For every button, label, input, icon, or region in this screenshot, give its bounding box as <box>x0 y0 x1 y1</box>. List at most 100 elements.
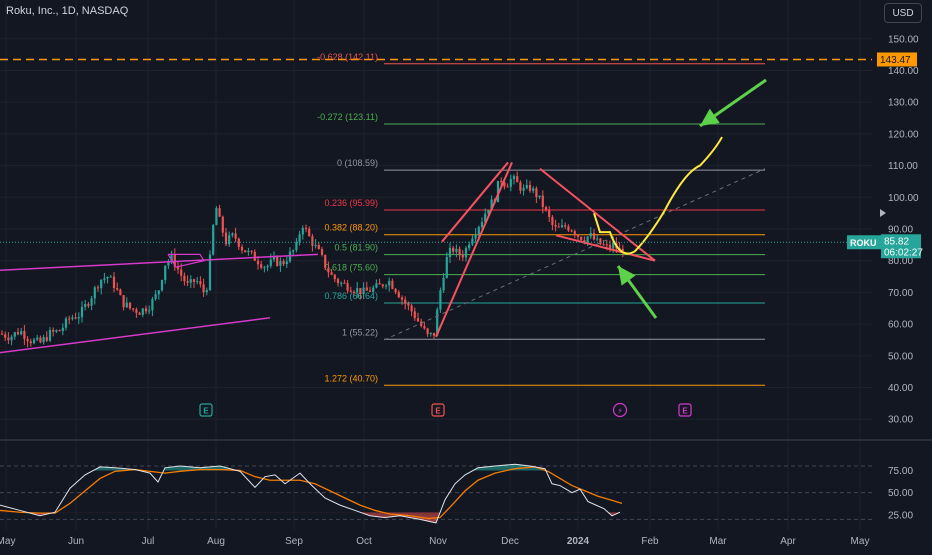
candle-body <box>538 195 541 198</box>
candle-body <box>432 332 436 336</box>
price-tick-label: 30.00 <box>888 415 913 426</box>
candle-body <box>276 256 279 266</box>
time-tick-label: Jun <box>68 536 84 547</box>
candle-body <box>272 256 276 260</box>
candle-body <box>503 182 506 187</box>
candle-body <box>282 261 285 265</box>
alert-price-tag <box>877 52 917 67</box>
candle-body <box>167 261 170 266</box>
candle-body <box>352 291 356 293</box>
candle-body <box>106 277 109 279</box>
stochastic-pane: 75.00 50.00 25.00 <box>0 463 913 524</box>
candle-body <box>528 185 532 191</box>
time-tick-label: Feb <box>641 536 659 547</box>
candle-body <box>186 281 189 283</box>
projection-curve <box>593 136 723 255</box>
candle-body <box>516 176 519 183</box>
candle-body <box>557 226 560 228</box>
candle-body <box>269 259 272 266</box>
candle-body <box>45 337 48 341</box>
fib-label: 0 (108.59) <box>337 158 378 168</box>
candle-body <box>231 233 234 236</box>
fib-label: 1 (55.22) <box>342 327 378 337</box>
time-tick-label: May <box>0 536 15 547</box>
flagpole-line <box>435 162 513 338</box>
candle-body <box>16 332 20 335</box>
candles <box>0 171 624 348</box>
candle-body <box>487 209 490 214</box>
price-tick-label: 90.00 <box>888 225 913 236</box>
candle-body <box>519 182 522 191</box>
candle-body <box>183 275 186 282</box>
candle-body <box>221 216 224 233</box>
earnings-marker <box>431 403 445 417</box>
lower-trendline <box>0 317 271 354</box>
candle-body <box>381 284 384 287</box>
candle-body <box>20 331 23 335</box>
candle-body <box>234 233 237 239</box>
pattern-box <box>167 253 205 268</box>
candle-body <box>77 317 80 319</box>
candle-body <box>375 283 378 288</box>
candle-body <box>96 287 100 289</box>
candle-body <box>135 309 138 313</box>
candle-body <box>208 254 212 291</box>
candle-body <box>384 285 388 287</box>
price-tick-label: 130.00 <box>888 98 919 109</box>
candle-body <box>170 254 173 262</box>
candle-body <box>560 225 564 228</box>
candle-body <box>199 281 202 285</box>
candle-body <box>116 287 119 290</box>
candle-body <box>599 238 602 245</box>
candle-body <box>596 238 599 240</box>
price-tick-label: 110.00 <box>888 161 918 172</box>
candle-body <box>311 236 314 246</box>
candle-body <box>0 333 4 335</box>
candle-body <box>436 309 439 336</box>
candle-body <box>202 284 205 293</box>
price-tick-label: 60.00 <box>888 320 913 331</box>
earnings-marker <box>678 403 692 417</box>
candle-body <box>218 208 221 217</box>
time-tick-label: Dec <box>501 536 519 547</box>
candle-body <box>343 282 346 284</box>
earnings-marker-glyph: E <box>435 407 441 416</box>
scroll-right-icon <box>880 209 886 217</box>
flagpole-line <box>441 161 509 243</box>
candle-body <box>509 178 512 187</box>
price-tick-label: 120.00 <box>888 129 919 140</box>
candle-body <box>42 337 45 343</box>
alert-price-text: 143.47 <box>880 55 911 66</box>
earnings-markers: E E E ⚡ <box>199 402 692 418</box>
candle-body <box>13 332 16 337</box>
candle-body <box>26 338 29 342</box>
candle-body <box>71 317 74 319</box>
time-tick-label: Apr <box>780 536 796 547</box>
candle-body <box>100 279 103 289</box>
candle-body <box>327 267 330 273</box>
price-tick-label: 40.00 <box>888 383 913 394</box>
candle-body <box>496 180 500 203</box>
candle-body <box>308 228 311 237</box>
currency-button[interactable]: USD <box>884 3 922 23</box>
fib-label: -0.628 (142.11) <box>317 52 378 62</box>
candle-body <box>512 176 516 179</box>
candle-body <box>455 248 458 252</box>
fib-label: -0.272 (123.11) <box>317 112 378 122</box>
candle-body <box>330 272 333 275</box>
candle-body <box>189 279 192 283</box>
candle-body <box>471 238 474 245</box>
fib-label: 0.382 (88.20) <box>324 223 378 233</box>
price-axis[interactable]: 150.00 140.00 130.00 120.00 110.00 100.00 90.0… <box>0 34 923 426</box>
candle-body <box>532 188 535 191</box>
price-tick-label: 50.00 <box>888 351 913 362</box>
candle-body <box>589 232 592 237</box>
time-axis[interactable]: May Jun Jul Aug Sep Oct Nov Dec 2024 Feb Mar Apr May <box>0 536 869 547</box>
price-tick-label: 100.00 <box>888 193 919 204</box>
candle-body <box>23 331 26 339</box>
candle-body <box>154 294 157 300</box>
stoch-tick-label: 25.00 <box>888 510 913 521</box>
candle-body <box>602 244 605 246</box>
